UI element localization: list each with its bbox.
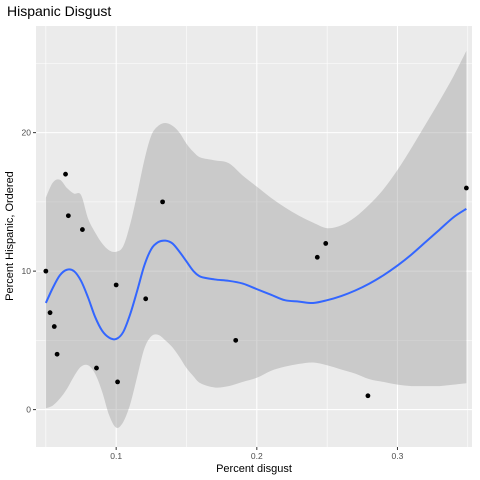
minor-gridlines: [36, 26, 472, 447]
plot-panel: [36, 26, 472, 447]
data-point: [323, 241, 329, 246]
data-point: [94, 365, 99, 371]
data-point: [463, 185, 469, 191]
smooth-fit-line: [44, 207, 467, 341]
data-point: [51, 324, 57, 329]
y-axis-ticks: 0 10 20: [22, 128, 36, 415]
data-point: [233, 337, 239, 343]
data-points: [43, 171, 469, 399]
y-axis-title: Percent Hispanic, Ordered: [4, 171, 16, 301]
data-point: [115, 379, 120, 385]
data-point: [160, 199, 165, 205]
data-point: [63, 171, 68, 177]
data-point: [65, 213, 71, 219]
x-axis-ticks: 0.1 0.2 0.3: [110, 447, 404, 461]
data-point: [47, 310, 53, 316]
data-point: [365, 393, 371, 399]
confidence-band: [45, 50, 467, 428]
y-tick-label: 0: [26, 405, 31, 415]
data-point: [314, 254, 320, 260]
chart-title: Hispanic Disgust: [7, 3, 111, 19]
y-tick-label: 10: [22, 266, 32, 276]
x-tick-label: 0.2: [251, 451, 263, 461]
data-point: [80, 227, 85, 232]
data-point: [143, 296, 149, 302]
x-tick-label: 0.3: [392, 451, 404, 461]
x-axis-title: Percent disgust: [216, 463, 292, 475]
data-point: [54, 351, 60, 357]
x-tick-label: 0.1: [110, 451, 122, 461]
data-point: [43, 268, 49, 274]
y-tick-label: 20: [22, 128, 32, 138]
data-point: [113, 282, 119, 288]
major-gridlines: [36, 26, 472, 447]
